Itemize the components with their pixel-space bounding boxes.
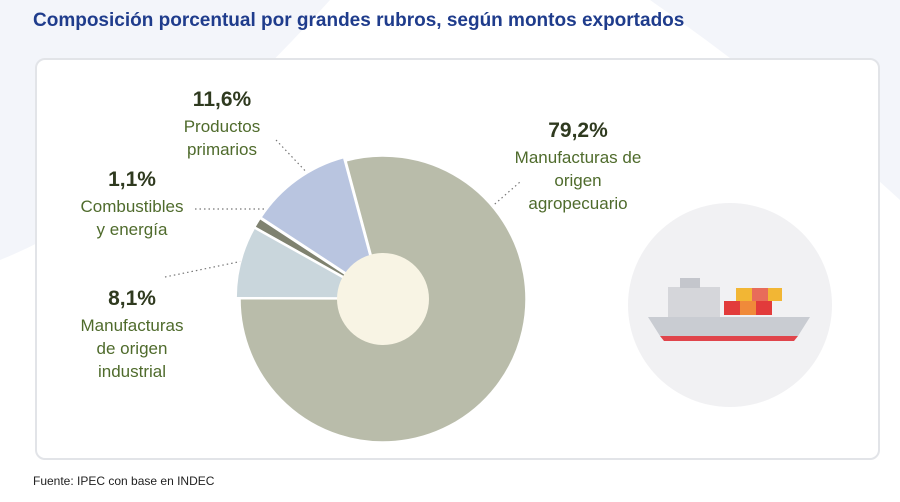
pie xyxy=(235,155,527,443)
ship-hull-stripe xyxy=(660,336,798,341)
container xyxy=(740,301,756,315)
leader-line xyxy=(275,139,313,179)
ship-hull xyxy=(648,317,810,336)
container xyxy=(768,288,782,301)
container xyxy=(736,288,752,301)
category-label: Productos primarios xyxy=(183,117,261,159)
category-label: Manufacturas de origen agropecuario xyxy=(514,148,642,213)
title: Composición porcentual por grandes rubro… xyxy=(33,10,685,31)
pie-slice xyxy=(239,155,527,443)
value-label: 1,1% xyxy=(108,168,156,191)
ship-bridge xyxy=(680,278,700,288)
pie-hole xyxy=(337,253,429,345)
ship-icon xyxy=(628,203,832,407)
value-label: 79,2% xyxy=(548,119,608,142)
container xyxy=(724,301,740,315)
container xyxy=(756,301,772,315)
pie-slice xyxy=(260,156,382,298)
container xyxy=(752,288,768,301)
background-shape xyxy=(650,0,900,200)
value-label: 11,6% xyxy=(192,88,252,111)
category-label: Manufacturas de origen industrial xyxy=(80,316,184,381)
value-label: 8,1% xyxy=(108,287,156,310)
category-label: Combustibles y energía xyxy=(80,197,184,239)
source-note: Fuente: IPEC con base en INDEC xyxy=(33,474,215,488)
